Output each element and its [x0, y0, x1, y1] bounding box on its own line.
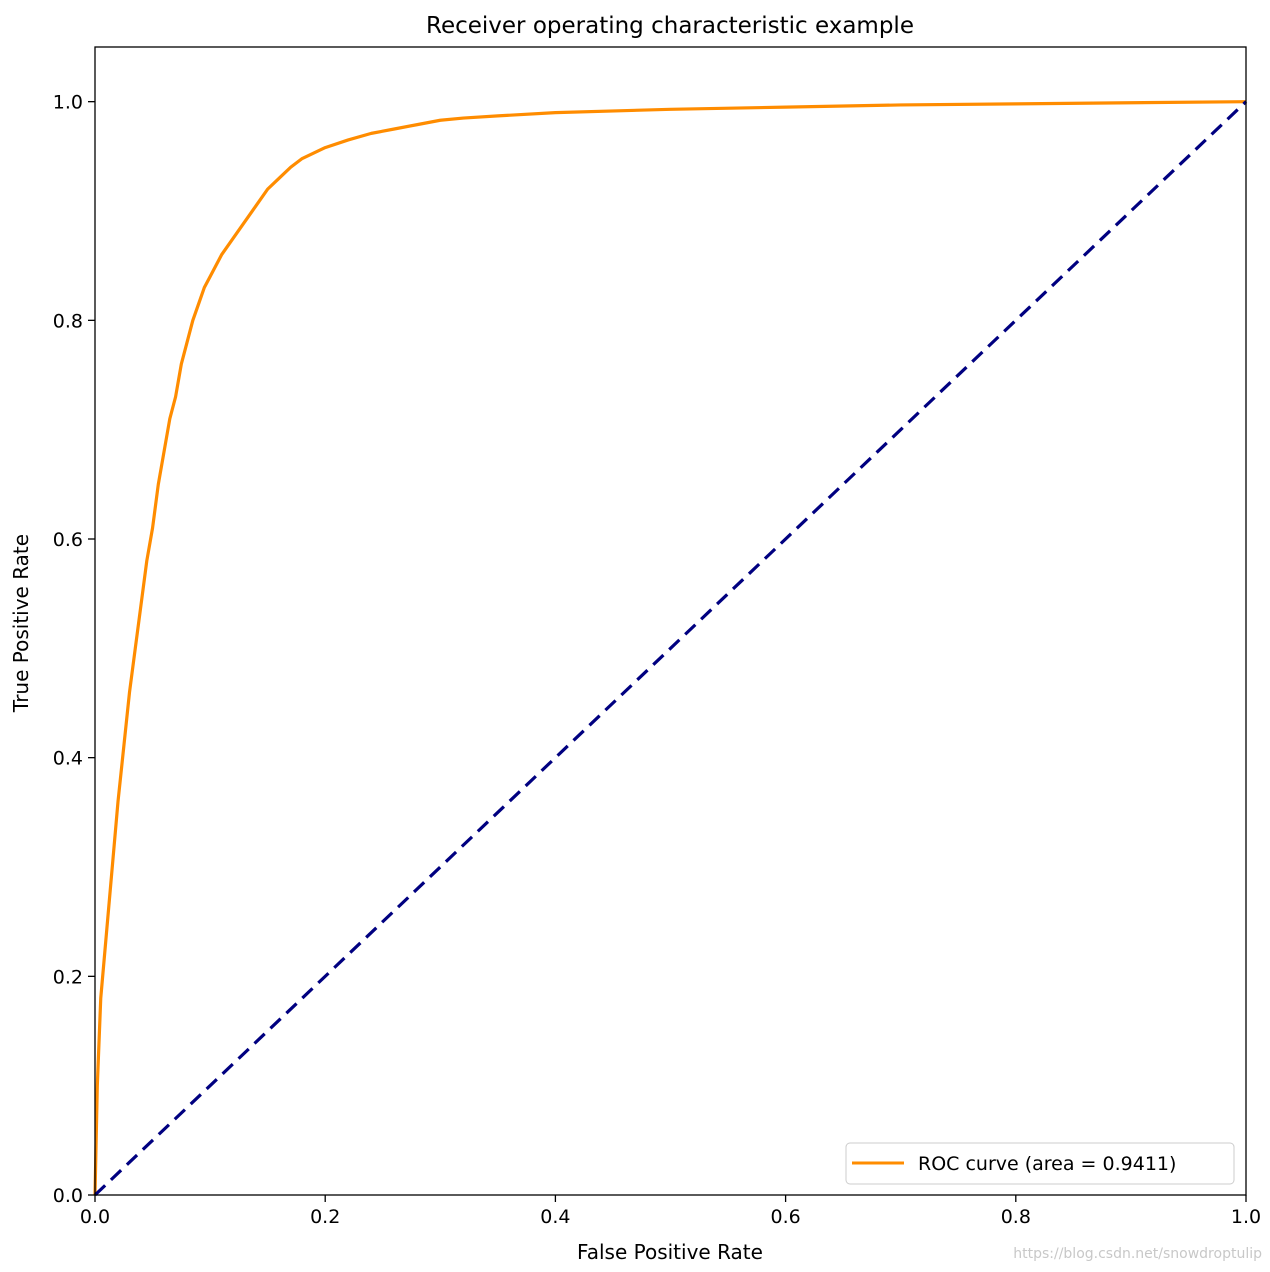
watermark-text: https://blog.csdn.net/snowdroptulip: [1013, 1246, 1262, 1262]
x-tick-label: 0.0: [80, 1206, 110, 1228]
x-tick-label: 0.4: [540, 1206, 570, 1228]
y-tick-label: 0.0: [53, 1185, 83, 1207]
legend-box: [845, 1142, 1235, 1185]
x-tick-label: 1.0: [1231, 1206, 1261, 1228]
y-tick-label: 0.4: [53, 748, 83, 770]
x-tick-label: 0.6: [770, 1206, 800, 1228]
x-tick-label: 0.2: [310, 1206, 340, 1228]
y-tick-label: 0.2: [53, 966, 83, 988]
x-tick-label: 0.8: [1001, 1206, 1031, 1228]
x-axis-label: False Positive Rate: [577, 1240, 763, 1264]
legend: ROC curve (area = 0.9411): [845, 1142, 1235, 1185]
y-axis-label: True Positive Rate: [9, 534, 33, 713]
chance-diagonal-line: [93, 100, 1248, 1197]
series-group: [93, 100, 1248, 1197]
y-axis: 0.0 0.2 0.4 0.6 0.8 1.0: [53, 92, 95, 1207]
chart-title: Receiver operating characteristic exampl…: [426, 13, 914, 39]
roc-curve-line: [93, 100, 1247, 1196]
y-tick-label: 0.8: [53, 310, 83, 332]
plot-frame: [94, 46, 1247, 1196]
x-axis: 0.0 0.2 0.4 0.6 0.8 1.0: [80, 1195, 1261, 1228]
y-tick-label: 1.0: [53, 92, 83, 114]
y-tick-label: 0.6: [53, 529, 83, 551]
legend-label-roc-curve: ROC curve (area = 0.9411): [918, 1153, 1176, 1175]
